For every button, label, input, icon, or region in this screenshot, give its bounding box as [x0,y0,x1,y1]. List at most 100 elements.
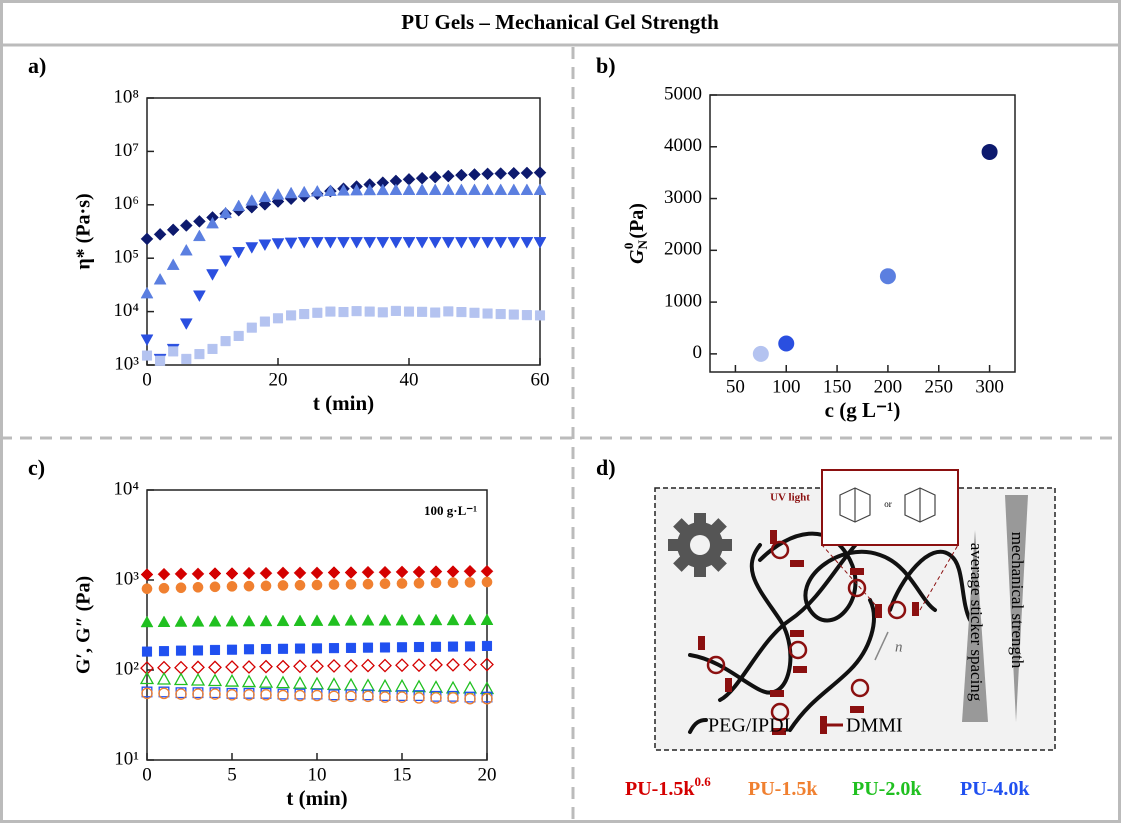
data-point [378,613,392,626]
data-point [260,689,272,701]
data-point [379,578,391,589]
data-point [337,237,350,249]
data-point [141,350,153,361]
data-point [181,353,192,364]
data-point [343,677,359,691]
data-point [224,673,240,687]
data-point [328,579,340,590]
data-point [155,355,166,366]
data-point [362,642,374,653]
data-point [468,168,481,181]
data-point [455,168,468,182]
data-point [242,614,256,627]
data-point [208,614,222,627]
data-point [415,171,429,185]
data-point [284,186,298,199]
data-point [310,184,324,197]
data-point [259,316,270,327]
data-point [173,672,189,686]
data-point [260,580,272,592]
y-tick-label: 5000 [664,83,702,104]
data-point [463,613,477,626]
data-point [140,334,154,347]
data-point [364,306,375,317]
data-point [168,346,179,357]
data-point [464,693,476,705]
data-point [430,577,442,589]
x-tick-label: 60 [531,369,550,390]
data-point [379,691,391,703]
data-point [327,566,341,579]
y-tick-label: 3000 [664,187,702,208]
data-point [441,183,455,195]
data-point [345,690,357,702]
annotation: 100 g·L⁻¹ [424,503,477,518]
data-point [462,680,478,694]
data-point [157,615,171,627]
data-point [259,614,273,627]
data-point [226,644,238,655]
y-label-symbol: G [626,249,648,264]
x-tick-label: 15 [393,764,412,785]
data-point [454,183,468,195]
data-point [284,237,298,250]
data-point [413,577,425,589]
data-point [533,166,547,180]
data-point [345,642,357,653]
data-point [389,237,403,249]
data-point [243,580,255,592]
data-point [454,237,468,249]
y-tick-label: 4000 [664,135,702,156]
data-point [208,660,222,675]
data-point [275,675,291,689]
data-point [447,641,459,652]
data-point [174,615,188,627]
data-point [277,643,289,654]
data-point [192,229,206,242]
y-tick-label: 10⁸ [113,86,139,107]
callout [919,544,959,611]
data-point [311,689,323,702]
data-point [361,658,375,673]
data-point [207,673,223,687]
x-tick-label: 20 [478,764,497,785]
data-point [220,336,231,347]
data-point [311,643,323,654]
data-point [411,679,427,693]
y-tick-label: 10³ [114,353,139,374]
data-point [292,676,308,689]
data-point [310,237,324,249]
data-point [206,216,219,229]
data-point [260,643,272,655]
data-point [191,660,205,675]
data-point [225,660,239,674]
data-point [299,308,310,320]
data-point [430,641,442,652]
data-point [464,641,476,652]
data-point [327,614,341,626]
y-label-sup: 0 [621,243,636,250]
data-point [428,680,444,693]
data-point [259,566,273,580]
data-point [879,268,896,285]
data-point [463,657,477,672]
data-point [344,614,358,626]
data-point [310,659,324,674]
data-point [395,565,409,579]
data-point [360,678,376,692]
data-point [480,657,494,672]
dmmi-blocks [698,530,919,735]
data-point [158,687,170,700]
y-tick-label: 10⁵ [113,247,139,268]
data-point [192,582,204,593]
data-point [344,566,358,579]
figure-title: PU Gels – Mechanical Gel Strength [401,10,719,34]
data-point [245,242,259,254]
legend-label: PU-1.5k [625,778,695,800]
data-point [389,183,403,195]
y-axis-label: GN0 (Pa) [621,203,650,264]
data-point [174,660,188,675]
data-point [141,646,153,657]
data-point [286,310,297,321]
